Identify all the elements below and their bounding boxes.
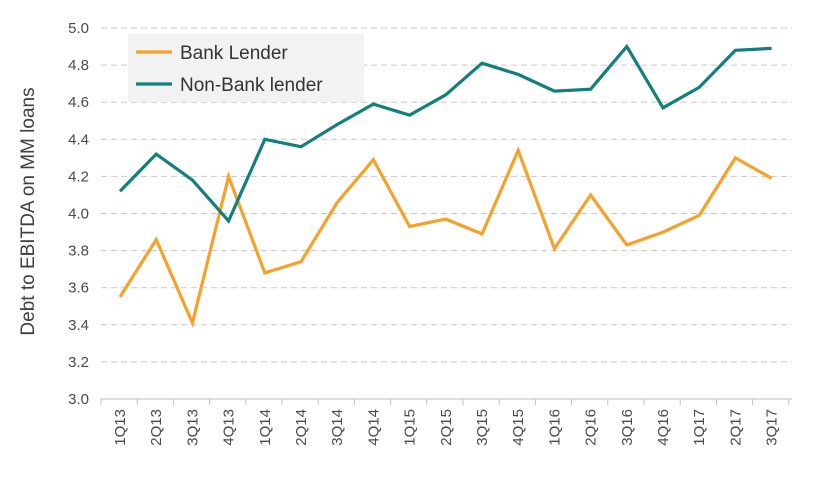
- x-tick-label: 2Q14: [293, 409, 310, 446]
- y-tick-label: 4.4: [68, 131, 89, 148]
- x-tick-label: 4Q14: [365, 409, 382, 446]
- y-tick-label: 4.2: [68, 168, 89, 185]
- x-tick-label: 1Q16: [546, 409, 563, 446]
- x-tick-label: 3Q13: [184, 409, 201, 446]
- y-tick-label: 4.0: [68, 206, 89, 223]
- y-tick-label: 3.6: [68, 280, 89, 297]
- y-tick-label: 4.6: [68, 94, 89, 111]
- x-tick-label: 1Q14: [257, 409, 274, 446]
- y-tick-label: 3.4: [68, 317, 89, 334]
- y-tick-label: 3.2: [68, 354, 89, 371]
- y-axis-title: Debt to EBITDA on MM loans: [18, 87, 39, 335]
- y-tick-label: 4.8: [68, 57, 89, 74]
- x-tick-label: 4Q16: [655, 409, 672, 446]
- legend-label: Non-Bank lender: [180, 75, 323, 96]
- legend-box: [128, 34, 364, 102]
- x-tick-label: 1Q13: [112, 409, 129, 446]
- series-line: [118, 43, 772, 224]
- gridlines: [101, 27, 792, 363]
- axes: [100, 398, 792, 405]
- x-tick-label: 2Q17: [727, 409, 744, 446]
- legend: Bank Lender Non-Bank lender: [128, 34, 364, 102]
- legend-label: Bank Lender: [180, 43, 288, 64]
- x-tick-label: 4Q15: [510, 409, 527, 446]
- x-tick-label: 3Q17: [764, 409, 781, 446]
- x-tick-label: 2Q16: [583, 409, 600, 446]
- y-tick-label: 3.8: [68, 243, 89, 260]
- x-tick-label: 1Q15: [402, 409, 419, 446]
- series-line: [118, 146, 773, 328]
- x-tick-label: 2Q13: [148, 409, 165, 446]
- x-tick-label: 3Q15: [474, 409, 491, 446]
- y-tick-label: 5.0: [68, 20, 89, 37]
- x-tick-label: 2Q15: [438, 409, 455, 446]
- y-tick-label: 3.0: [68, 391, 89, 408]
- x-tick-label: 3Q14: [329, 409, 346, 446]
- series-lines: [118, 43, 773, 328]
- x-tick-label: 4Q13: [221, 409, 238, 446]
- x-tick-label: 1Q17: [691, 409, 708, 446]
- tick-labels: 3.0 3.2 3.4 3.6 3.8 4.0 4.2 4.4 4.6 4.8 5.0 1Q13 2Q1…: [68, 20, 780, 446]
- x-tick-label: 3Q16: [619, 409, 636, 446]
